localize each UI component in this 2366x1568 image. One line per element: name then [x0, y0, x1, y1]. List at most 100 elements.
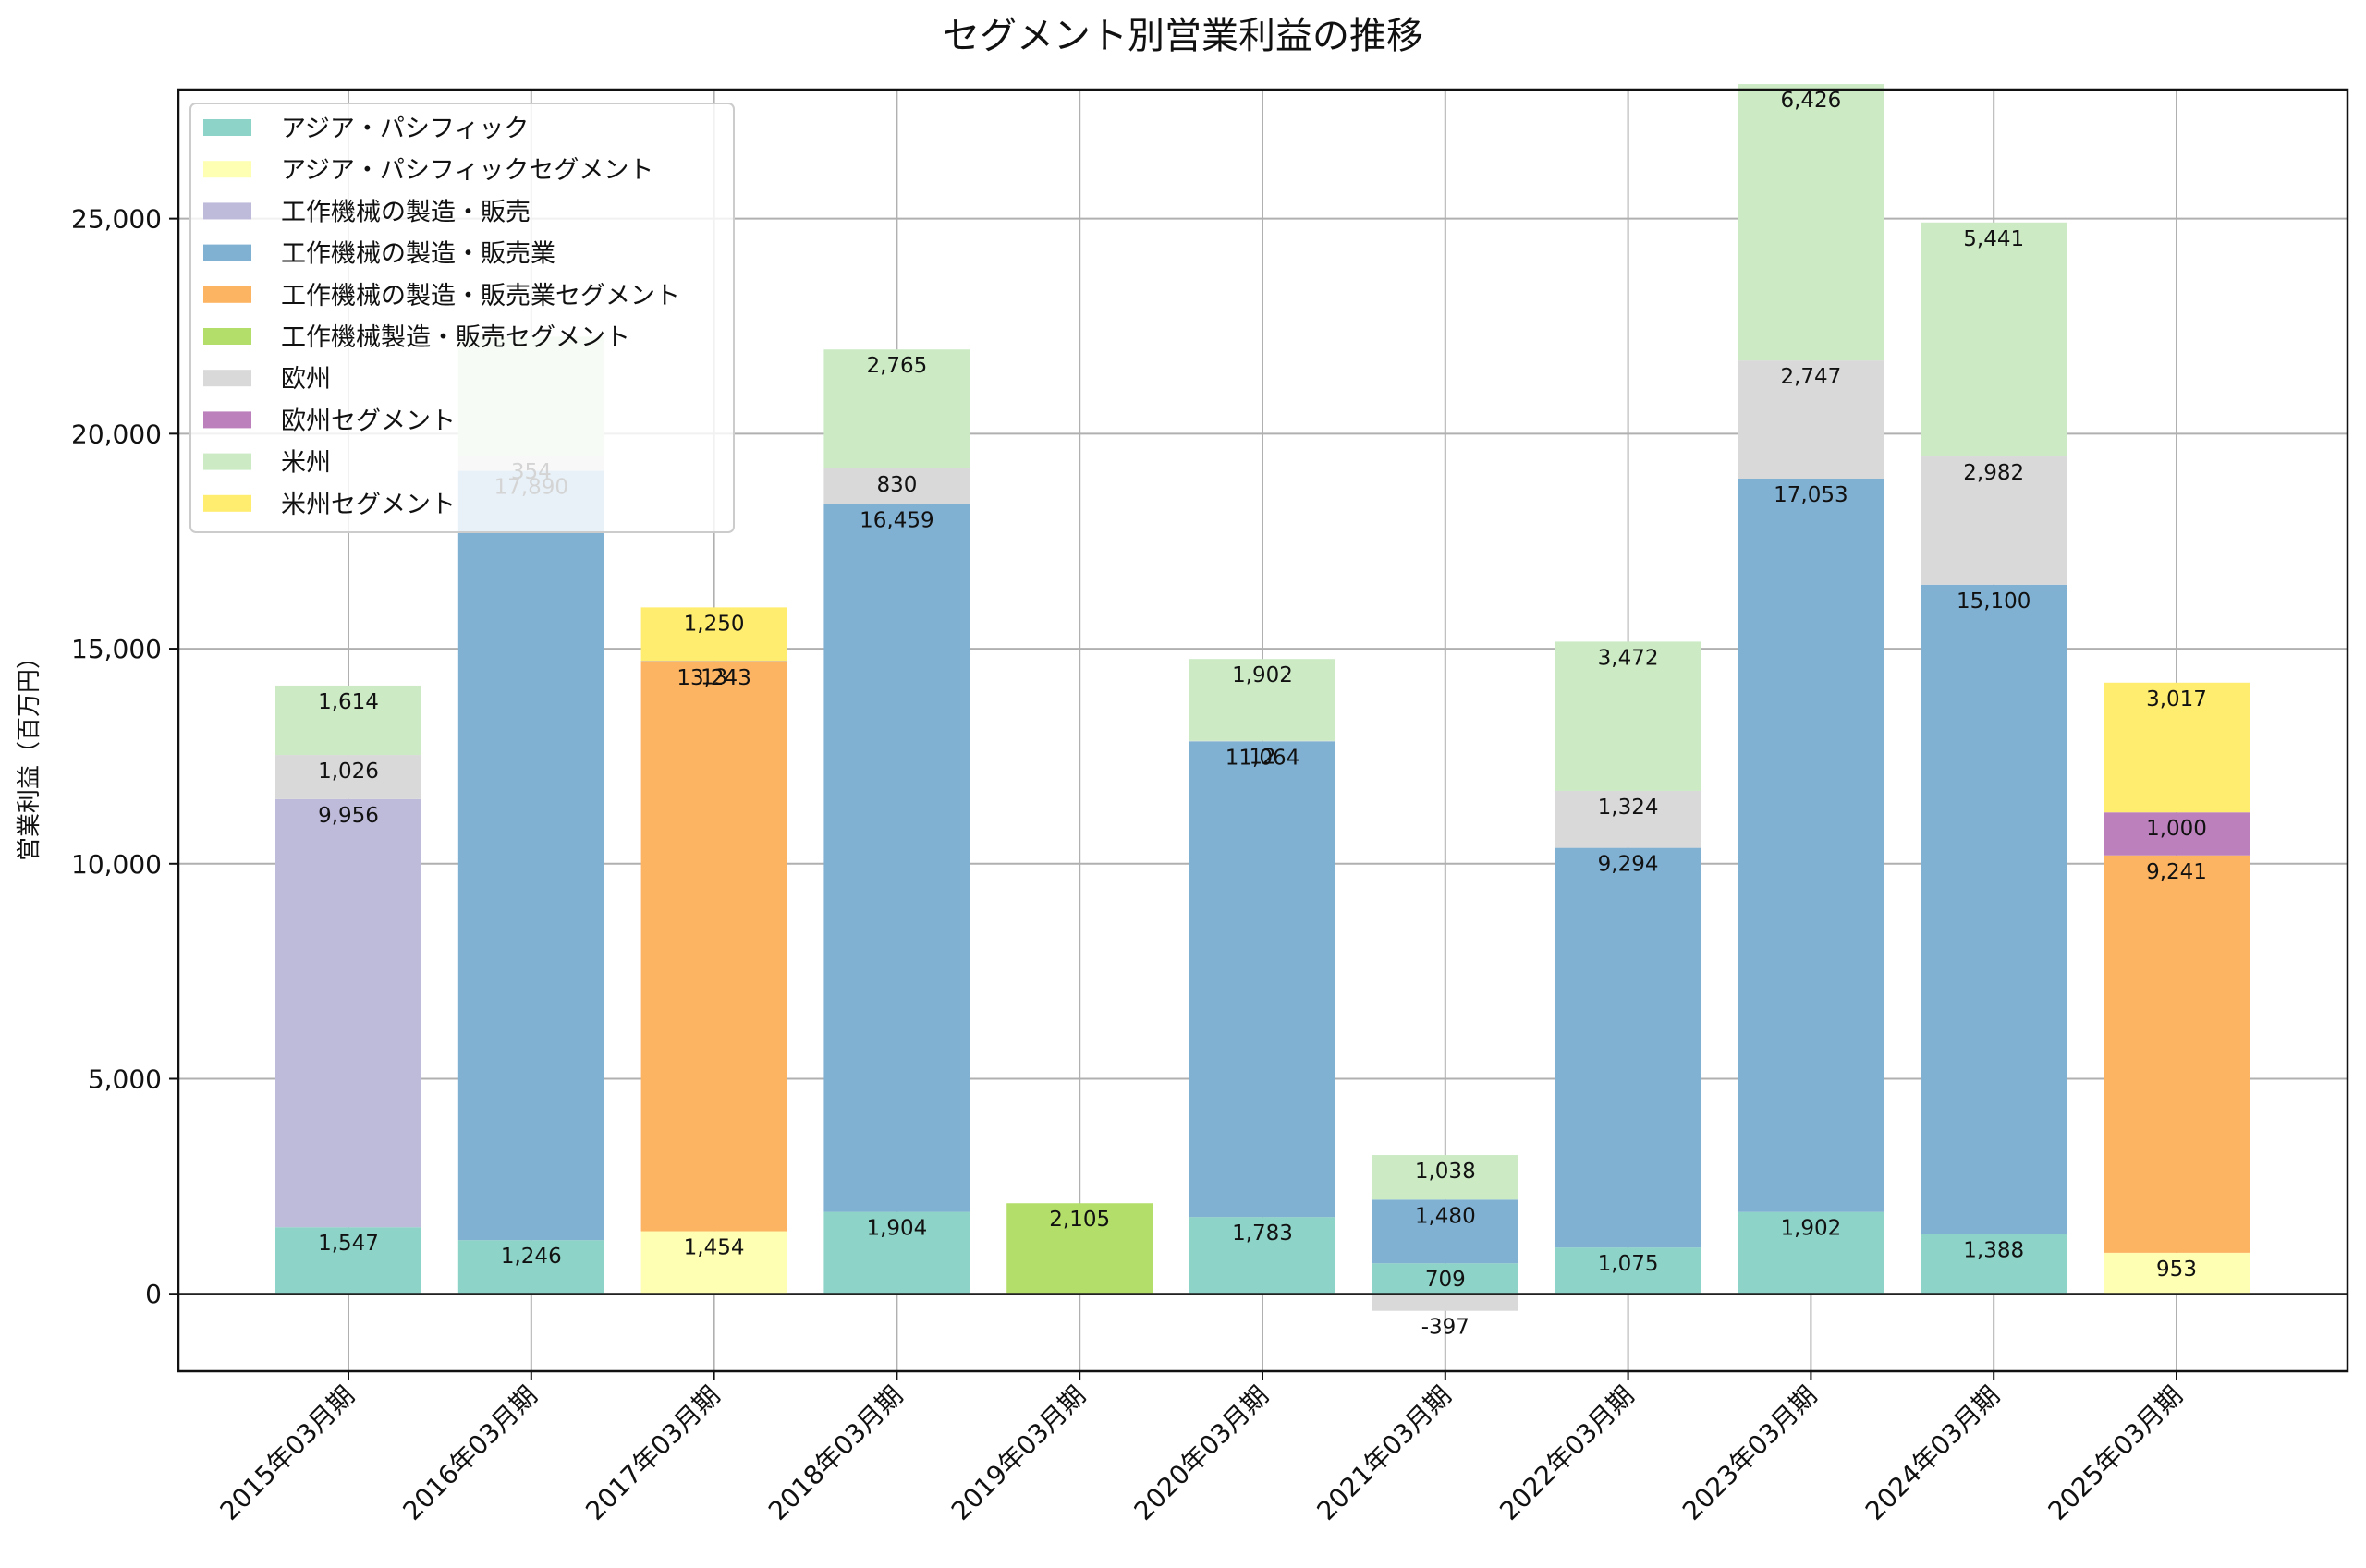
legend-swatch	[203, 370, 251, 387]
y-axis-label: 営業利益（百万円）	[16, 645, 43, 861]
data-label: 1,547	[318, 1232, 379, 1256]
bar-segment	[823, 349, 970, 468]
x-tick-label: 2021年03月期	[1311, 1380, 1457, 1526]
data-label: 1,480	[1415, 1204, 1476, 1228]
legend-entry: アジア・パシフィック	[281, 115, 529, 143]
data-label: 953	[2156, 1258, 2197, 1282]
bar-segment	[1921, 584, 2067, 1234]
data-label: 1,250	[684, 612, 745, 636]
x-tick-label: 2018年03月期	[762, 1380, 909, 1526]
legend-entry: アジア・パシフィックセグメント	[281, 156, 653, 185]
bar-segment	[457, 1240, 604, 1295]
data-label: 1,904	[866, 1217, 927, 1241]
legend-swatch	[203, 286, 251, 303]
bar-segment	[275, 685, 421, 756]
data-label: 15,100	[1957, 590, 2031, 614]
bar-segment	[1555, 790, 1701, 848]
data-label: 16,459	[860, 509, 933, 533]
data-label: -397	[1421, 1316, 1470, 1340]
x-tick-label: 2022年03月期	[1494, 1380, 1640, 1526]
bar-segment	[2104, 1252, 2250, 1295]
legend-entry: 米州	[281, 449, 331, 478]
y-tick-label: 0	[145, 1279, 162, 1309]
data-label: 830	[876, 473, 917, 497]
legend-swatch	[203, 494, 251, 512]
x-tick-label: 2019年03月期	[945, 1380, 1092, 1526]
bar-segment	[2104, 855, 2250, 1253]
data-label: 2,982	[1963, 461, 2024, 485]
data-label: 9,241	[2146, 860, 2207, 884]
data-label: 1,454	[684, 1236, 745, 1260]
data-label: 1,902	[1780, 1217, 1841, 1241]
data-label: 1,000	[2146, 817, 2207, 841]
x-tick-label: 2023年03月期	[1677, 1380, 1823, 1526]
bar-segment	[457, 470, 604, 1241]
legend-entry: 欧州	[281, 365, 331, 394]
data-label: 5,441	[1963, 227, 2024, 251]
legend-entry: 工作機械の製造・販売業セグメント	[281, 282, 680, 310]
legend-entry: 工作機械の製造・販売業	[281, 240, 555, 269]
x-tick-label: 2024年03月期	[1860, 1380, 2006, 1526]
bar-segment	[640, 607, 787, 662]
data-label: 1,614	[318, 690, 379, 714]
bar-segment	[1372, 1155, 1518, 1200]
data-label: 1,246	[501, 1245, 562, 1269]
y-tick-label: 15,000	[71, 634, 162, 664]
data-label: 17,053	[1774, 483, 1848, 507]
data-label: 709	[1425, 1268, 1466, 1292]
legend-entry: 工作機械の製造・販売	[281, 198, 531, 226]
y-tick-label: 25,000	[71, 204, 162, 235]
legend-swatch	[203, 244, 251, 261]
bar-segment	[1372, 1263, 1518, 1295]
bar-segment	[823, 1211, 970, 1295]
bar-segment	[1006, 1203, 1153, 1295]
bar-segment	[1372, 1199, 1518, 1264]
bar-segment	[1921, 1234, 2067, 1295]
bar-segment	[640, 662, 787, 1232]
bar-segment	[1189, 741, 1335, 1218]
y-tick-label: 10,000	[71, 849, 162, 880]
data-label: 1,783	[1232, 1222, 1293, 1246]
bar-segment	[823, 504, 970, 1212]
bar-segment	[1921, 222, 2067, 457]
bar-segment	[1738, 84, 1884, 361]
bar-segment	[640, 1231, 787, 1295]
y-tick-label: 5,000	[88, 1064, 162, 1095]
bar-segment	[1738, 360, 1884, 479]
data-label: 11,064	[1226, 746, 1299, 770]
data-label: 1,038	[1415, 1160, 1476, 1184]
data-label: 13	[701, 666, 727, 690]
bar-segment	[1372, 1294, 1518, 1311]
legend-entry: 米州セグメント	[281, 491, 456, 519]
data-label: 6,426	[1780, 89, 1841, 113]
bar-segment	[275, 755, 421, 799]
bar-segment	[1189, 659, 1335, 741]
x-tick-label: 2017年03月期	[579, 1380, 726, 1526]
legend-swatch	[203, 119, 251, 136]
data-label: 1,388	[1963, 1239, 2024, 1263]
bar-segment	[1555, 1247, 1701, 1295]
data-label: 13,243	[677, 666, 750, 690]
data-label: 1,026	[318, 760, 379, 784]
legend-swatch	[203, 411, 251, 429]
data-label: 12	[1249, 746, 1275, 770]
data-label: 3,017	[2146, 687, 2207, 711]
legend-entry: 欧州セグメント	[281, 407, 456, 435]
x-tick-label: 2015年03月期	[214, 1380, 360, 1526]
bar-segment	[1555, 641, 1701, 791]
bar-segment	[2104, 682, 2250, 813]
chart-title: セグメント別営業利益の推移	[943, 15, 1423, 57]
legend-swatch	[203, 453, 251, 470]
bar-segment	[1555, 847, 1701, 1248]
legend-entry: 工作機械製造・販売セグメント	[281, 323, 630, 352]
x-tick-label: 2016年03月期	[396, 1380, 543, 1526]
bar-segment	[1738, 478, 1884, 1212]
y-tick-label: 20,000	[71, 419, 162, 449]
bar-segment	[1189, 1217, 1335, 1295]
data-label: 2,105	[1049, 1208, 1110, 1232]
data-label: 1,075	[1598, 1252, 1659, 1276]
x-tick-label: 2025年03月期	[2043, 1380, 2189, 1526]
bar-segment	[275, 1227, 421, 1295]
